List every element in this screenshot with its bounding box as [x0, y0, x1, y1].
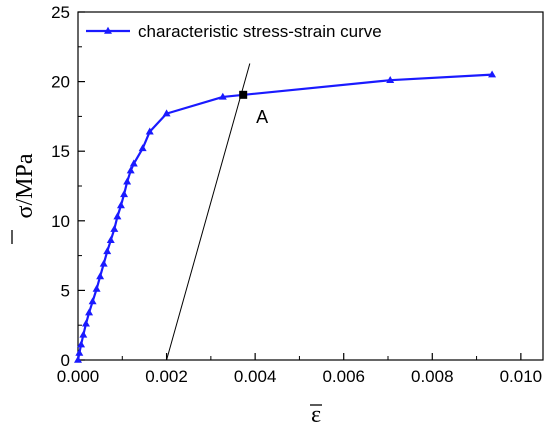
- data-point: [126, 166, 135, 174]
- data-point: [81, 319, 90, 327]
- annotation-group: A: [239, 90, 268, 127]
- data-point: [99, 259, 108, 267]
- y-tick-label: 5: [61, 281, 70, 300]
- x-axis-label: ε: [311, 402, 321, 428]
- data-point: [123, 177, 132, 185]
- x-tick-label: 0.004: [234, 367, 277, 386]
- data-point: [116, 201, 125, 209]
- data-point: [96, 272, 105, 280]
- x-tick-label: 0.000: [57, 367, 100, 386]
- data-point: [120, 190, 129, 198]
- data-point: [113, 212, 122, 220]
- y-axis-title: σ/MPa: [11, 153, 38, 244]
- data-point: [488, 70, 497, 78]
- tangent-line-group: [166, 63, 251, 361]
- series-line: [76, 73, 493, 361]
- data-point: [386, 76, 395, 83]
- data-point: [106, 236, 115, 244]
- plot-frame: [77, 11, 544, 361]
- data-point: [145, 127, 154, 135]
- y-tick-label: 10: [51, 212, 70, 231]
- data-point: [77, 340, 86, 348]
- x-tick-label: 0.008: [411, 367, 454, 386]
- y-axis-label: σ/MPa: [12, 153, 38, 218]
- data-point: [129, 159, 138, 167]
- data-point: [110, 224, 119, 232]
- plot-border: [77, 11, 544, 361]
- data-point: [85, 308, 94, 316]
- y-axis-ticks: 0 5 10 15 20 25: [51, 3, 85, 370]
- point-a-marker: [239, 90, 248, 99]
- data-point: [138, 144, 147, 152]
- series-group: [74, 70, 497, 363]
- data-point: [92, 284, 101, 292]
- tangent-line: [166, 63, 251, 361]
- legend-label: characteristic stress-strain curve: [138, 22, 382, 41]
- y-tick-label: 20: [51, 73, 70, 92]
- x-tick-label: 0.006: [322, 367, 365, 386]
- y-tick-label: 25: [51, 3, 70, 22]
- legend: characteristic stress-strain curve: [86, 22, 382, 41]
- legend-marker: [104, 26, 112, 34]
- data-point: [88, 297, 97, 305]
- data-point: [103, 247, 112, 255]
- data-point: [218, 92, 227, 100]
- x-tick-label: 0.010: [500, 367, 543, 386]
- data-point: [79, 330, 88, 338]
- point-a-label: A: [256, 107, 268, 127]
- x-axis-title: ε: [310, 402, 322, 428]
- data-point: [162, 109, 171, 117]
- x-tick-label: 0.002: [145, 367, 188, 386]
- data-point: [74, 355, 82, 363]
- x-axis-ticks: 0.000 0.002 0.004 0.006 0.008 0.010: [57, 353, 542, 386]
- y-tick-label: 15: [51, 142, 70, 161]
- y-tick-label: 0: [61, 351, 70, 370]
- data-point: [75, 348, 84, 356]
